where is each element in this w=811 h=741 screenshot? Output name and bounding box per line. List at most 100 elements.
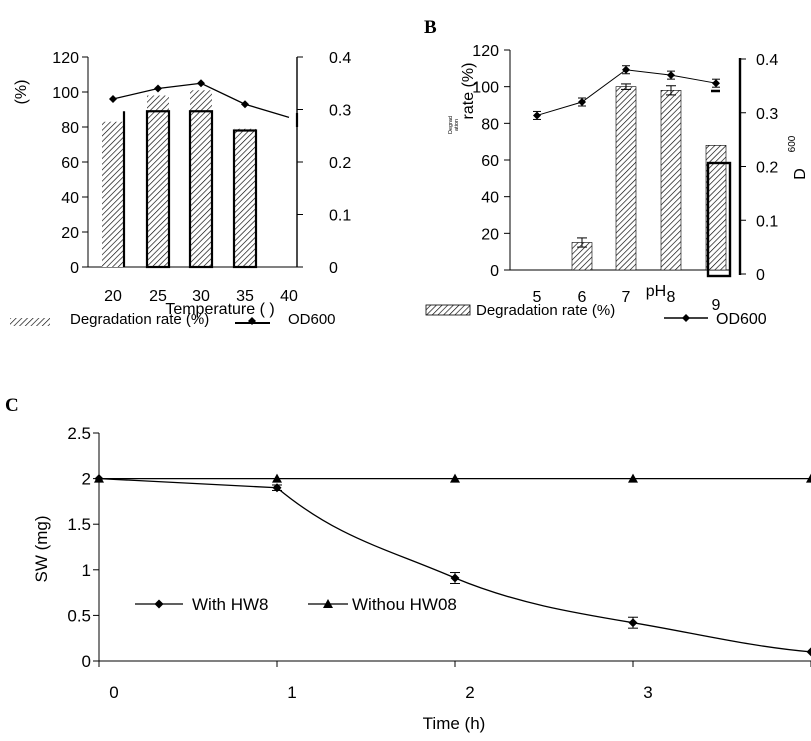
b-bar xyxy=(615,86,637,271)
c-series-with-point xyxy=(94,474,104,484)
c-y-tick-label: 2 xyxy=(82,470,91,489)
c-y-tick-label: 0 xyxy=(82,652,91,671)
c-legend-with-label: With HW8 xyxy=(192,595,269,614)
legend-b-bar-swatch xyxy=(425,304,471,316)
legend-a-line-label: OD600 xyxy=(288,311,336,328)
b-y-label-small: ation xyxy=(454,119,460,131)
a-x-tick-label: 25 xyxy=(149,288,167,305)
a-od-point xyxy=(109,95,117,103)
b-y-tick-label: 80 xyxy=(481,116,499,133)
a-y-tick-label: 0 xyxy=(70,260,79,277)
a-x-tick-label: 35 xyxy=(236,288,254,305)
a-bar xyxy=(147,95,169,267)
c-series-with-point xyxy=(272,483,282,493)
a-od-point xyxy=(197,79,205,88)
c-x-tick-label: 2 xyxy=(465,683,474,702)
c-legend-withou-marker xyxy=(323,599,333,608)
legend-b: Degradation rate (%) OD600 xyxy=(425,302,767,328)
c-y-tick-label: 1 xyxy=(82,561,91,580)
c-x-tick-label: 3 xyxy=(643,683,652,702)
legend-a-marker xyxy=(248,317,256,325)
b-y-tick-label: 100 xyxy=(472,80,499,97)
c-series-withou-point xyxy=(628,473,638,483)
a-bar xyxy=(234,128,256,267)
a-bar-outline xyxy=(188,110,214,269)
panel-b-letter: B xyxy=(424,17,437,38)
c-series-with-line xyxy=(98,477,811,653)
c-y-tick-label: 0.5 xyxy=(67,606,91,625)
b-y2-tick-label: 0.1 xyxy=(756,213,778,230)
a-y-tick-label: 40 xyxy=(61,190,79,207)
b-y-tick-label: 60 xyxy=(481,153,499,170)
legend-b-bar-label: Degradation rate (%) xyxy=(476,302,615,319)
b-x-label: pH xyxy=(646,283,666,300)
c-x-tick-label: 0 xyxy=(109,683,118,702)
c-series-withou-point xyxy=(272,473,282,483)
b-x-tick-label: 9 xyxy=(712,297,721,314)
b-od-point xyxy=(712,79,720,88)
b-y2-tick-label: 0 xyxy=(756,267,765,284)
a-x-tick-label: 30 xyxy=(192,288,210,305)
a-y2-tick-label: 0.3 xyxy=(329,103,351,120)
legend-a-bar-swatch xyxy=(10,318,50,326)
b-od-point xyxy=(622,65,630,74)
a-od-point xyxy=(154,84,162,93)
b-y-tick-label: 40 xyxy=(481,190,499,207)
panel-c-letter: C xyxy=(5,395,19,416)
b-x-tick-label: 6 xyxy=(578,289,587,306)
chart-c: 00.511.522.501234Time (h)SW (mg)With HW8… xyxy=(32,424,811,733)
c-y-label: SW (mg) xyxy=(32,515,51,582)
b-x-tick-label: 7 xyxy=(622,289,631,306)
b-y-label: rate (%) xyxy=(460,63,477,120)
c-y-tick-label: 2.5 xyxy=(67,424,91,443)
b-x-tick-label: 8 xyxy=(667,289,676,306)
a-bar-outline xyxy=(145,110,171,269)
b-bar xyxy=(705,145,727,271)
a-x-tick-label: 40 xyxy=(280,288,298,305)
c-y-tick-label: 1.5 xyxy=(67,515,91,534)
a-y2-tick-label: 0 xyxy=(329,260,338,277)
chart-a: 0 20 40 60 80 100 120 0 0.1 0.2 0.3 0.4 20 25 30 35 40 (%… xyxy=(13,50,351,318)
c-series-with-point xyxy=(628,618,638,628)
a-y-tick-label: 20 xyxy=(61,225,79,242)
a-x-label: Temperature ( ) xyxy=(165,301,274,318)
a-y-tick-label: 120 xyxy=(52,50,79,67)
c-x-label: Time (h) xyxy=(423,714,486,733)
b-od-point xyxy=(533,111,541,120)
c-series-withou-point xyxy=(806,473,811,483)
b-bar xyxy=(660,90,682,271)
b-y2-tick-label: 0.3 xyxy=(756,106,778,123)
a-y2-tick-label: 0.1 xyxy=(329,208,351,225)
b-y-tick-label: 120 xyxy=(472,43,499,60)
b-y2-tick-label: 0.4 xyxy=(756,52,778,69)
a-y2-tick-label: 0.4 xyxy=(329,50,351,67)
b-y-label-small: Degrad xyxy=(448,116,454,134)
a-y-label: (%) xyxy=(13,80,30,105)
legend-a: Degradation rate (%) OD600 xyxy=(10,311,336,328)
b-y-tick-label: 20 xyxy=(481,226,499,243)
b-y2-tick-label: 0.2 xyxy=(756,160,778,177)
c-x-tick-label: 1 xyxy=(287,683,296,702)
a-y-tick-label: 60 xyxy=(61,155,79,172)
b-x-tick-label: 5 xyxy=(533,289,542,306)
a-bar xyxy=(190,90,212,267)
a-od-point xyxy=(241,100,249,109)
c-legend-withou-label: Withou HW08 xyxy=(352,595,457,614)
b-y2-label: D xyxy=(792,168,809,180)
legend-b-line-label: OD600 xyxy=(716,311,767,328)
a-bar xyxy=(102,121,124,267)
b-od-point xyxy=(667,71,675,80)
a-y-tick-label: 100 xyxy=(52,85,79,102)
legend-a-bar-label: Degradation rate (%) xyxy=(70,311,209,328)
a-y2-tick-label: 0.2 xyxy=(329,155,351,172)
b-y-tick-label: 0 xyxy=(490,263,499,280)
b-y2-label-sub: 600 xyxy=(787,135,798,152)
a-x-tick-label: 20 xyxy=(104,288,122,305)
legend-b-marker xyxy=(682,314,690,322)
c-legend-with-marker xyxy=(154,599,164,609)
b-od-point xyxy=(578,98,586,106)
b-bar-outline xyxy=(706,161,732,278)
chart-b: 0 20 40 60 80 100 120 0 0.1 0.2 0.3 0.4 5 6 7 8 9 pH rate … xyxy=(448,43,809,314)
c-series-with-point xyxy=(806,647,811,657)
